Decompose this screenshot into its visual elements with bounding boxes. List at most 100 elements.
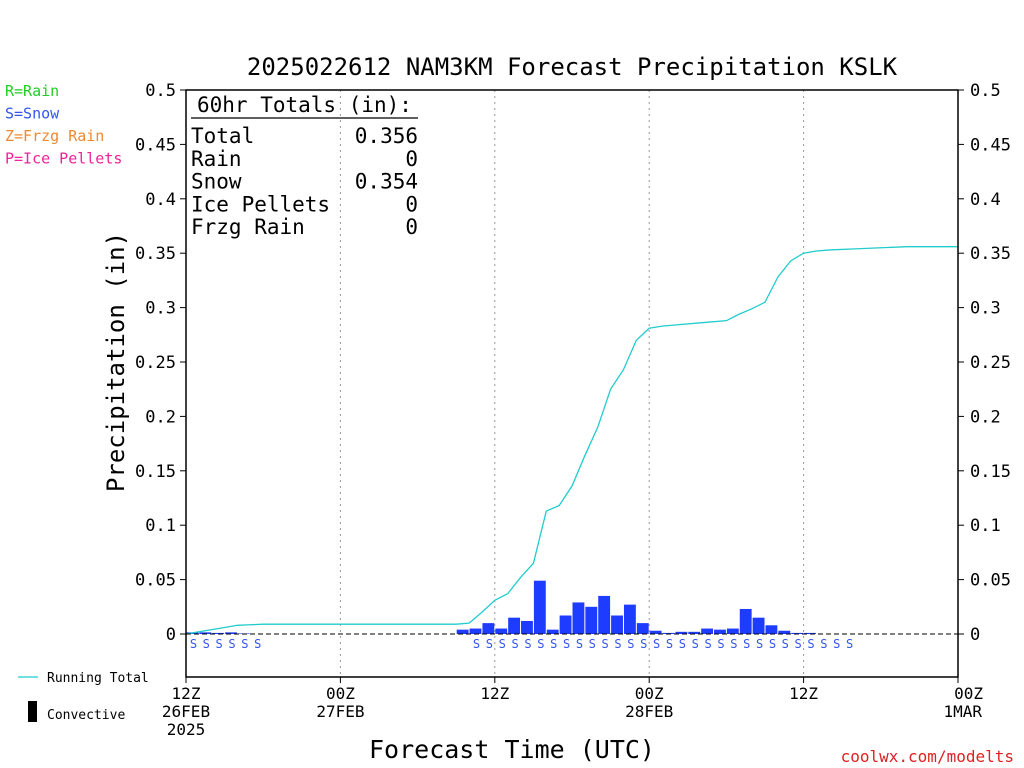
- watermark: coolwx.com/modelts: [841, 747, 1014, 766]
- precip-bar: [778, 630, 791, 634]
- snow-marker: S: [589, 637, 596, 651]
- totals-row-label: Ice Pellets: [191, 192, 330, 216]
- legend-precip-type: Z=Frzg Rain: [5, 127, 104, 145]
- x-axis-label: Forecast Time (UTC): [369, 735, 655, 764]
- snow-marker: S: [511, 637, 518, 651]
- y-tick-label-right: 0.4: [970, 190, 1001, 210]
- snow-marker: S: [576, 637, 583, 651]
- snow-marker: S: [614, 637, 621, 651]
- y-tick-label-right: 0.35: [970, 244, 1011, 264]
- totals-row-value: 0: [405, 215, 418, 239]
- y-tick-label-right: 0.15: [970, 462, 1011, 482]
- totals-row-label: Frzg Rain: [191, 215, 305, 239]
- precip-bar: [559, 615, 572, 634]
- x-tick-label: 00Z: [326, 684, 355, 703]
- precip-bar: [508, 617, 521, 634]
- totals-row-value: 0.356: [355, 124, 418, 148]
- bar-series: [186, 580, 816, 634]
- precip-bar: [714, 629, 726, 634]
- x-tick-label: 00Z: [954, 684, 983, 703]
- y-tick-label-left: 0.2: [145, 407, 176, 427]
- y-tick-label-left: 0.25: [135, 353, 176, 373]
- x-tick-label: 12Z: [789, 684, 818, 703]
- x-tick-label: 27FEB: [316, 702, 364, 721]
- snow-marker: S: [254, 637, 261, 651]
- precip-bar: [546, 629, 559, 634]
- snow-marker: S: [769, 637, 776, 651]
- snow-marker: S: [550, 637, 557, 651]
- precip-bar: [585, 606, 598, 634]
- snow-marker: S: [190, 637, 197, 651]
- totals-header: 60hr Totals (in):: [197, 93, 412, 117]
- chart-title: 2025022612 NAM3KM Forecast Precipitation…: [247, 53, 898, 81]
- precip-bar: [225, 632, 237, 634]
- totals-row-label: Snow: [191, 170, 242, 194]
- y-tick-label-left: 0.35: [135, 244, 176, 264]
- precip-bar: [649, 630, 662, 634]
- y-tick-label-left: 0.1: [145, 516, 176, 536]
- x-tick-label: 12Z: [480, 684, 509, 703]
- precip-bar: [469, 628, 482, 634]
- precip-bar: [521, 620, 533, 634]
- legend-precip-type: P=Ice Pellets: [5, 150, 122, 168]
- snow-marker: S: [795, 637, 802, 651]
- precip-bar: [212, 632, 225, 634]
- legend-running-total-label: Running Total: [47, 671, 149, 686]
- snow-marker: S: [653, 637, 660, 651]
- totals-row-value: 0: [405, 192, 418, 216]
- snow-marker: S: [537, 637, 544, 651]
- x-tick-label: 12Z: [172, 684, 201, 703]
- precip-bar: [199, 632, 212, 634]
- precip-bar: [456, 629, 469, 634]
- axes: [18, 89, 964, 722]
- totals-row-label: Total: [191, 124, 254, 148]
- snow-marker: S: [228, 637, 235, 651]
- x-tick-label: 26FEB: [162, 702, 210, 721]
- legend-convective-swatch: [28, 701, 37, 722]
- y-tick-label-left: 0.5: [145, 81, 176, 101]
- chart-text: 0 00.05 0.050.1 0.10.15 0.150.2 0.20.25 0.250.…: [5, 53, 1014, 766]
- running-total-line: [185, 246, 958, 635]
- precip-bar: [765, 625, 778, 634]
- precip-bar: [623, 604, 636, 634]
- y-tick-label-right: 0.25: [970, 353, 1011, 373]
- y-tick-label-left: 0: [166, 625, 176, 645]
- grid-lines: [339, 90, 805, 677]
- snow-marker: S: [241, 637, 248, 651]
- snow-marker: S: [833, 637, 840, 651]
- y-tick-label-right: 0.1: [970, 516, 1001, 536]
- totals-row-value: 0: [405, 147, 418, 171]
- precip-bar: [482, 623, 495, 634]
- precip-bar: [675, 631, 688, 634]
- snow-marker: S: [807, 637, 814, 651]
- precip-bar: [533, 580, 546, 634]
- snow-marker: S: [782, 637, 789, 651]
- snow-marker: S: [730, 637, 737, 651]
- snow-marker: S: [692, 637, 699, 651]
- totals-row-value: 0.354: [355, 170, 418, 194]
- x-tick-label: 28FEB: [625, 702, 673, 721]
- y-tick-label-left: 0.05: [135, 571, 176, 591]
- snow-marker: S: [486, 637, 493, 651]
- running-total-series: [185, 246, 958, 635]
- precip-bar: [701, 628, 714, 634]
- precip-bar: [495, 628, 508, 634]
- snow-marker: S: [717, 637, 724, 651]
- x-tick-label: 2025: [167, 720, 206, 739]
- snow-marker: S: [640, 637, 647, 651]
- y-tick-label-left: 0.45: [135, 135, 176, 155]
- legend-precip-type: R=Rain: [5, 82, 59, 100]
- precip-bar: [791, 632, 804, 634]
- snow-marker: S: [524, 637, 531, 651]
- precip-bar: [752, 617, 765, 634]
- snow-marker: S: [704, 637, 711, 651]
- legend-precip-type: S=Snow: [5, 105, 60, 123]
- snow-marker: S: [563, 637, 570, 651]
- x-tick-label: 1MAR: [943, 702, 982, 721]
- y-tick-label-left: 0.3: [145, 299, 176, 319]
- legend-convective-label: Convective: [47, 708, 125, 723]
- snow-marker: S: [679, 637, 686, 651]
- totals-row-label: Rain: [191, 147, 242, 171]
- y-tick-label-right: 0.05: [970, 571, 1011, 591]
- y-tick-label-right: 0.45: [970, 135, 1011, 155]
